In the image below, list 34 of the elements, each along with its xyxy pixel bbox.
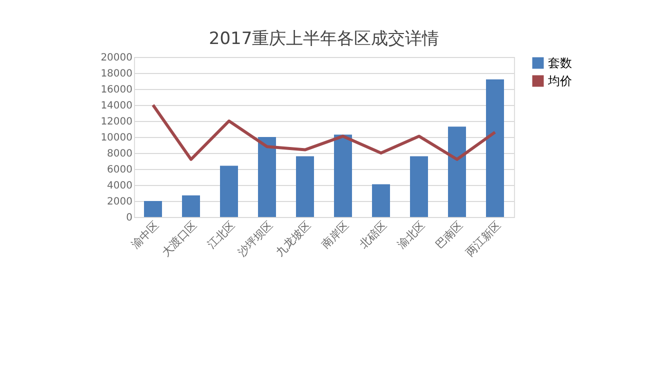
x-tick-label: 北碚区 [356, 218, 390, 252]
bar [296, 156, 314, 217]
x-tick-label: 沙坪坝区 [235, 218, 276, 260]
bar [182, 195, 200, 217]
bar [410, 156, 428, 217]
y-tick-label: 16000 [100, 84, 132, 96]
x-tick-label: 江北区 [204, 218, 238, 252]
bar [486, 79, 504, 217]
y-tick-label: 8000 [107, 148, 132, 160]
y-tick-label: 12000 [100, 116, 132, 128]
x-tick-label: 九龙坡区 [273, 218, 314, 260]
line-series [152, 104, 496, 161]
bar [220, 166, 238, 217]
x-tick-label: 渝北区 [394, 218, 428, 252]
legend-label: 均价 [547, 74, 572, 88]
y-tick-label: 18000 [100, 68, 132, 80]
bar [258, 137, 276, 217]
chart-title: 2017重庆上半年各区成交详情 [208, 29, 440, 49]
x-tick-label: 巴南区 [432, 218, 466, 252]
bar [372, 184, 390, 217]
y-tick-label: 6000 [107, 164, 132, 176]
bar [334, 134, 352, 217]
bar [448, 126, 466, 217]
y-tick-label: 0 [126, 212, 132, 224]
y-tick-label: 10000 [100, 132, 132, 144]
bar [144, 201, 162, 217]
legend-label: 套数 [548, 56, 572, 70]
y-tick-label: 14000 [100, 100, 132, 112]
y-tick-label: 2000 [107, 196, 132, 208]
y-tick-label: 4000 [107, 180, 132, 192]
y-tick-label: 20000 [100, 52, 132, 64]
x-tick-label: 南岸区 [318, 218, 352, 252]
x-tick-label: 大渡口区 [159, 218, 200, 260]
x-tick-label: 两江新区 [463, 218, 504, 260]
